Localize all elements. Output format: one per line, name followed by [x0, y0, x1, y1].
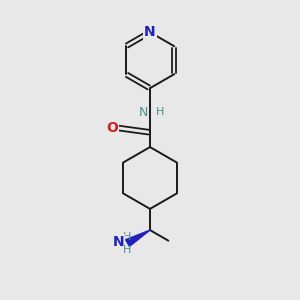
Text: H: H — [123, 244, 132, 254]
Text: N: N — [113, 235, 124, 249]
Text: H: H — [123, 232, 132, 242]
Text: N: N — [139, 106, 148, 119]
Text: H: H — [156, 107, 164, 117]
Text: O: O — [106, 121, 118, 135]
Polygon shape — [126, 230, 150, 246]
Text: N: N — [144, 25, 156, 39]
